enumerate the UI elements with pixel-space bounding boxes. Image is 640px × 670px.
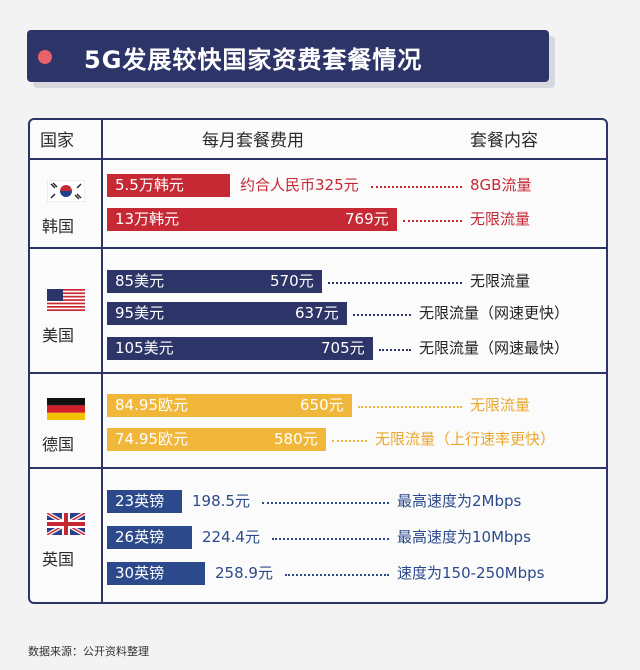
- local-price-label: 95美元: [115, 304, 165, 322]
- bar: [107, 490, 182, 513]
- bar: [107, 174, 230, 197]
- bar: [107, 302, 347, 325]
- dotted-leader: [332, 440, 367, 442]
- local-price-label: 23英镑: [115, 492, 165, 510]
- rmb-value-label: 258.9元: [215, 564, 273, 582]
- plan-content-label: 8GB流量: [470, 176, 532, 194]
- uk-flag: [47, 513, 85, 535]
- dotted-leader: [403, 220, 462, 222]
- bar: [107, 337, 373, 360]
- local-price-label: 5.5万韩元: [115, 176, 184, 194]
- title-banner: [27, 30, 549, 82]
- dotted-leader: [285, 574, 389, 576]
- dotted-leader: [379, 349, 411, 351]
- bar: [107, 526, 192, 549]
- group-divider: [30, 467, 606, 469]
- bar: [107, 562, 205, 585]
- dotted-leader: [262, 502, 389, 504]
- local-price-label: 30英镑: [115, 564, 165, 582]
- rmb-value-label: 769元: [345, 210, 389, 228]
- rmb-value-label: 637元: [295, 304, 339, 322]
- south-korea-flag: [47, 180, 85, 202]
- header-fee: 每月套餐费用: [202, 131, 304, 151]
- page-title: 5G发展较快国家资费套餐情况: [84, 46, 423, 74]
- bar: [107, 208, 397, 231]
- header-content: 套餐内容: [470, 131, 538, 151]
- rmb-value-label: 650元: [300, 396, 344, 414]
- rmb-value-label: 570元: [270, 272, 314, 290]
- group-divider: [30, 372, 606, 374]
- header-country: 国家: [40, 131, 74, 151]
- local-price-label: 26英镑: [115, 528, 165, 546]
- header-divider: [30, 158, 606, 160]
- plan-content-label: 无限流量（网速更快）: [419, 304, 570, 322]
- local-price-label: 105美元: [115, 339, 174, 357]
- country-label: 美国: [42, 326, 75, 345]
- plan-content-label: 无限流量（上行速率更快）: [375, 430, 556, 448]
- bar: [107, 394, 352, 417]
- plan-content-label: 无限流量（网速最快）: [419, 339, 570, 357]
- local-price-label: 84.95欧元: [115, 396, 188, 414]
- title-bullet-icon: [38, 50, 52, 64]
- local-price-label: 74.95欧元: [115, 430, 188, 448]
- bar: [107, 428, 326, 451]
- usa-flag: [47, 289, 85, 311]
- local-price-label: 13万韩元: [115, 210, 180, 228]
- dotted-leader: [272, 538, 389, 540]
- germany-flag: [47, 398, 85, 420]
- country-label: 韩国: [42, 217, 75, 236]
- country-label: 德国: [42, 435, 75, 454]
- rmb-value-label: 198.5元: [192, 492, 250, 510]
- rmb-value-label: 580元: [274, 430, 318, 448]
- rmb-value-label: 224.4元: [202, 528, 260, 546]
- dotted-leader: [328, 282, 462, 284]
- dotted-leader: [358, 406, 462, 408]
- plan-content-label: 无限流量: [470, 396, 531, 414]
- rmb-value-label: 705元: [321, 339, 365, 357]
- group-divider: [30, 247, 606, 249]
- plan-content-label: 无限流量: [470, 272, 531, 290]
- plan-content-label: 无限流量: [470, 210, 531, 228]
- local-price-label: 85美元: [115, 272, 165, 290]
- bar: [107, 270, 322, 293]
- dotted-leader: [371, 186, 462, 188]
- plan-content-label: 最高速度为10Mbps: [397, 528, 531, 546]
- rmb-value-label: 约合人民币325元: [240, 176, 359, 194]
- table-frame: [28, 118, 608, 604]
- source-note: 数据来源：公开资料整理: [28, 645, 149, 658]
- country-label: 英国: [42, 550, 75, 569]
- dotted-leader: [353, 314, 411, 316]
- plan-content-label: 速度为150-250Mbps: [397, 564, 545, 582]
- plan-content-label: 最高速度为2Mbps: [397, 492, 522, 510]
- column-divider: [101, 120, 103, 602]
